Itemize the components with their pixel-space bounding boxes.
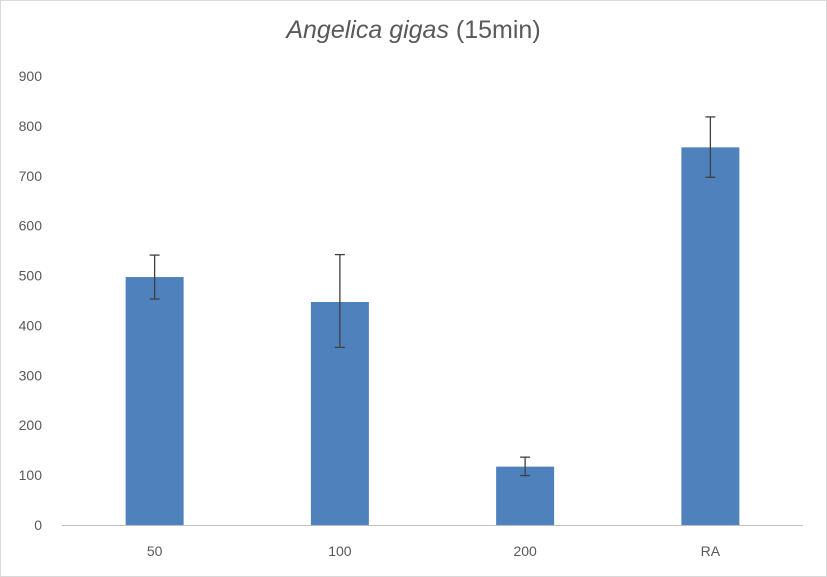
y-tick-label: 800 [19, 118, 43, 134]
error-bar-200 [520, 456, 531, 477]
chart-title-italic: Angelica gigas [286, 16, 449, 44]
y-tick-label: 400 [19, 317, 43, 333]
error-bar-ra [705, 116, 716, 178]
error-bars [149, 116, 716, 477]
error-bar-50 [149, 254, 160, 300]
error-bar-100 [334, 253, 345, 349]
x-tick-label: RA [701, 543, 721, 559]
bar-series [125, 147, 740, 525]
bar-50 [125, 277, 184, 525]
x-tick-label: 50 [147, 543, 163, 559]
y-tick-label: 0 [34, 517, 42, 533]
y-axis-ticks: 0 100 200 300 400 500 600 700 800 900 [19, 68, 43, 533]
y-tick-label: 500 [19, 268, 43, 284]
x-axis-ticks: 50 100 200 RA [147, 543, 721, 559]
y-tick-label: 900 [19, 68, 43, 84]
bar-ra [681, 147, 740, 525]
chart-title: Angelica gigas (15min) [0, 16, 827, 45]
chart-title-plain: (15min) [448, 16, 541, 44]
x-tick-label: 200 [513, 543, 537, 559]
y-tick-label: 300 [19, 367, 43, 383]
bar-200 [496, 466, 555, 525]
y-tick-label: 600 [19, 218, 43, 234]
y-tick-label: 100 [19, 467, 43, 483]
y-tick-label: 700 [19, 168, 43, 184]
y-tick-label: 200 [19, 417, 43, 433]
x-tick-label: 100 [328, 543, 352, 559]
